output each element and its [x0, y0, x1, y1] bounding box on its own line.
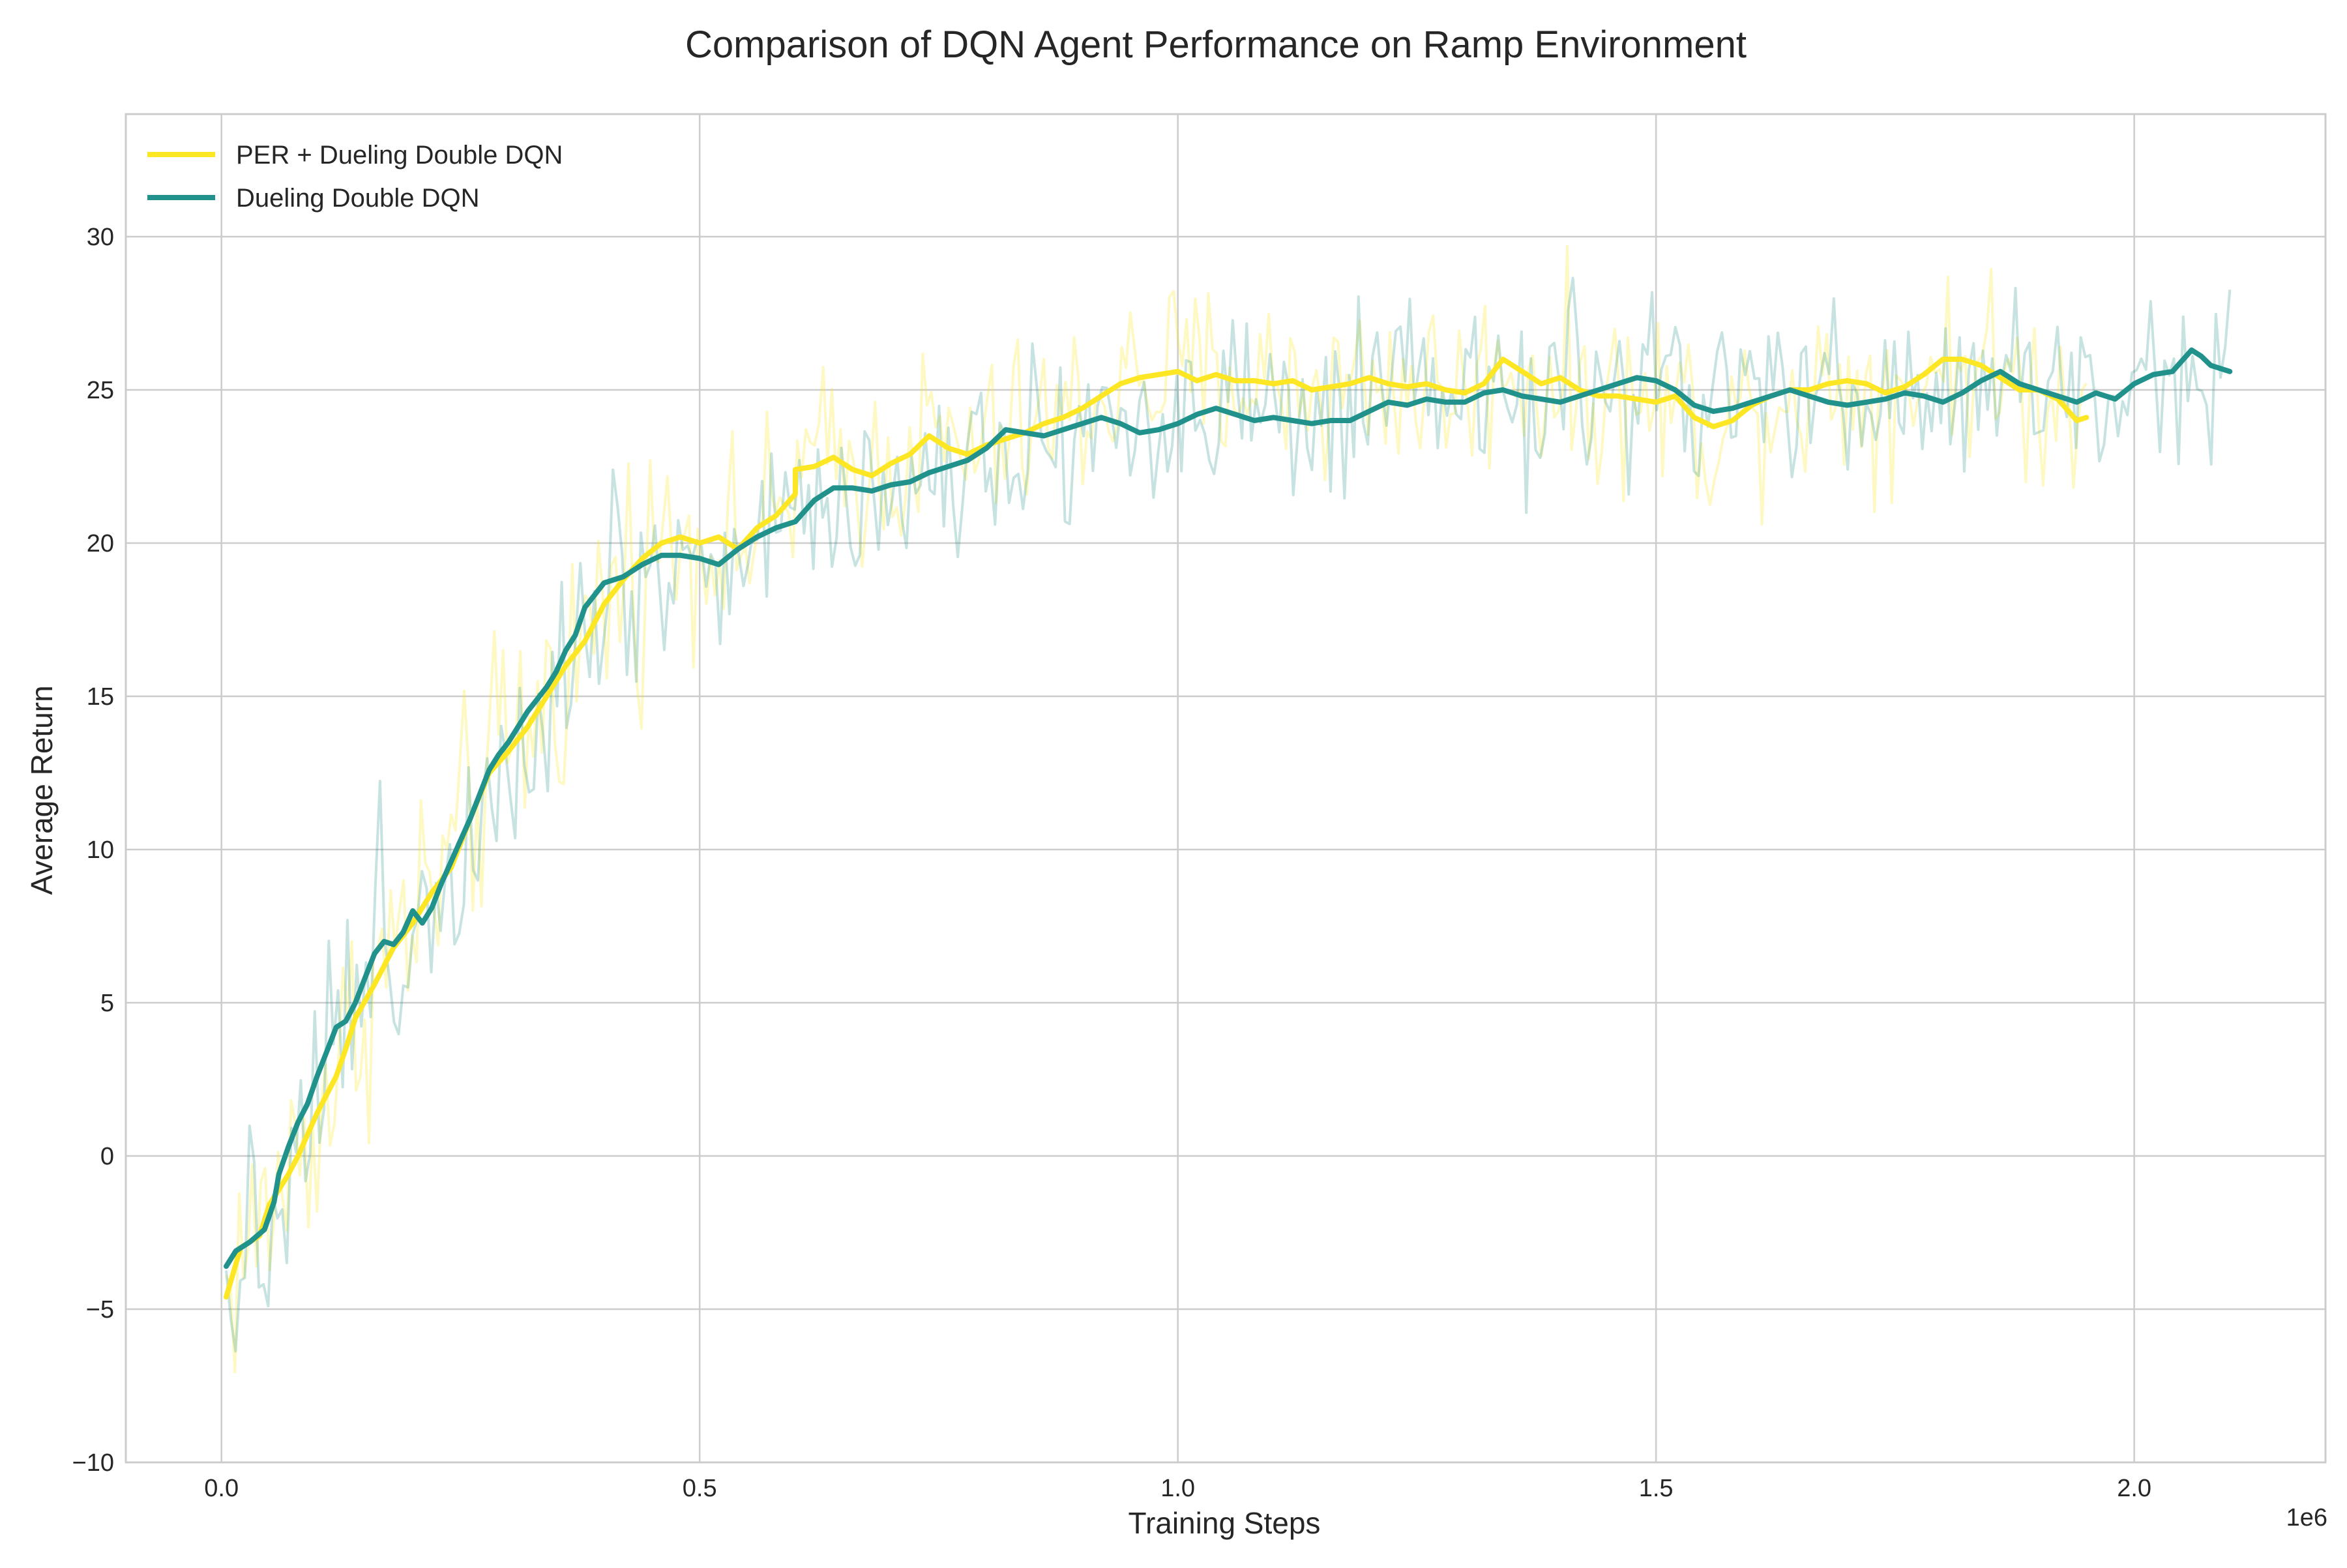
- raw-series-layer: [225, 244, 2232, 1374]
- x-tick-label: 0.0: [204, 1475, 239, 1502]
- y-tick-label: 0: [100, 1143, 114, 1170]
- x-tick-label: 0.5: [683, 1475, 717, 1502]
- y-tick-label: 15: [87, 683, 114, 711]
- x-tick-label: 1.5: [1639, 1475, 1674, 1502]
- raw-series-line: [225, 244, 2088, 1374]
- x-tick-label: 2.0: [2117, 1475, 2151, 1502]
- series-line: [224, 347, 2233, 1269]
- legend-label: PER + Dueling Double DQN: [236, 141, 563, 170]
- axes: 0.0 0.5 1.0 1.5 2.0 −10 −5 0 5 10 15 20 25 30: [72, 113, 2327, 1502]
- x-axis-label: Training Steps: [1129, 1506, 1321, 1540]
- y-tick-label: 20: [87, 530, 114, 557]
- y-tick-label: 25: [87, 377, 114, 404]
- y-tick-label: −10: [72, 1449, 114, 1477]
- legend: PER + Dueling Double DQN Dueling Double D…: [147, 141, 563, 213]
- y-tick-label: 10: [87, 836, 114, 864]
- x-axis-offset-label: 1e6: [2286, 1504, 2327, 1531]
- legend-label: Dueling Double DQN: [236, 184, 480, 213]
- y-tick-label: 30: [87, 224, 114, 251]
- y-tick-label: 5: [100, 990, 114, 1017]
- chart-title: Comparison of DQN Agent Performance on R…: [685, 23, 1747, 66]
- y-tick-label: −5: [86, 1296, 114, 1324]
- plot-frame: [125, 113, 2327, 1464]
- x-tick-label: 1.0: [1160, 1475, 1195, 1502]
- raw-series-line: [225, 276, 2232, 1353]
- smoothed-series-layer: [224, 347, 2233, 1300]
- y-axis-label: Average Return: [25, 685, 59, 895]
